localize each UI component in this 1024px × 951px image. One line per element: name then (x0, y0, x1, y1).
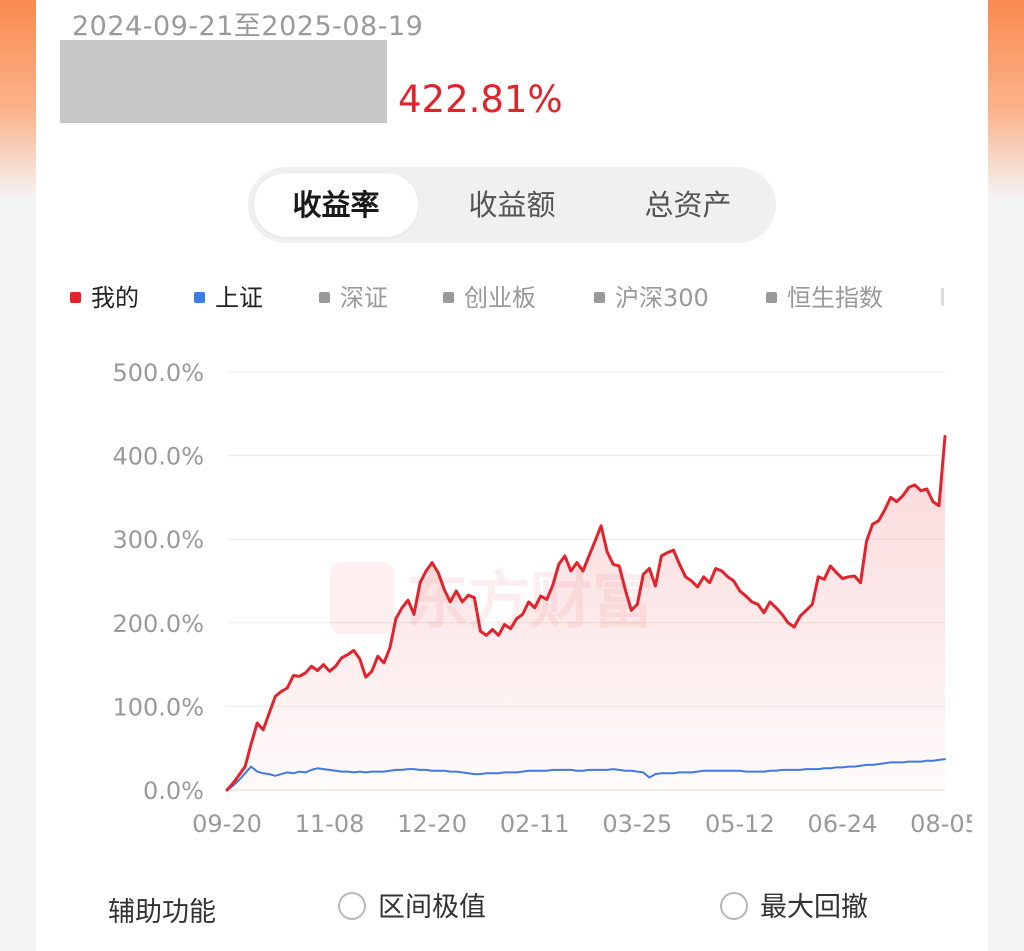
legend-swatch-shanghai (194, 291, 205, 303)
tab-return-rate[interactable]: 收益率 (254, 173, 418, 237)
legend-overflow-hint (941, 288, 944, 306)
legend-item-chinext[interactable]: 创业板 (443, 280, 536, 316)
x-tick-label: 06-24 (808, 810, 878, 838)
max-drawdown-label: 最大回撤 (760, 892, 868, 923)
x-tick-label: 12-20 (397, 810, 467, 838)
legend-swatch-hang-seng (766, 291, 777, 303)
y-tick-label: 500.0% (112, 359, 204, 387)
total-return-value: 422.81% (398, 78, 563, 121)
series-line-0 (225, 435, 947, 792)
metric-tabs: 收益率 收益额 总资产 (248, 167, 776, 243)
max-drawdown-toggle[interactable]: 最大回撤 (720, 890, 868, 926)
background-edge-left (0, 0, 36, 200)
date-range: 2024-09-21至2025-08-19 (72, 11, 424, 42)
x-axis-ticks: 09-20 11-08 12-20 02-11 03-25 05-12 06-24 08-05 (192, 810, 972, 838)
legend-swatch-mine (70, 291, 81, 303)
legend-item-mine[interactable]: 我的 (70, 280, 139, 316)
y-tick-label: 400.0% (112, 443, 204, 471)
legend-swatch-chinext (443, 291, 454, 303)
legend-item-shanghai[interactable]: 上证 (194, 280, 263, 316)
legend-swatch-shenzhen (319, 291, 330, 303)
legend-label-chinext: 创业板 (464, 284, 536, 312)
chart-series (225, 435, 947, 792)
range-extremes-toggle[interactable]: 区间极值 (338, 890, 486, 926)
y-tick-label: 300.0% (112, 526, 204, 554)
legend-label-mine: 我的 (91, 284, 139, 312)
x-tick-label: 05-12 (705, 810, 775, 838)
legend-item-csi300[interactable]: 沪深300 (594, 280, 709, 316)
auxiliary-functions: 辅助功能 区间极值 最大回撤 (72, 880, 1024, 936)
legend-item-hang-seng[interactable]: 恒生指数 (766, 280, 883, 316)
legend-swatch-csi300 (594, 291, 605, 303)
auxiliary-functions-label: 辅助功能 (108, 897, 216, 928)
return-rate-chart: 东方财富 500.0%400.0%300.0%200.0%100.0%0.0% … (112, 359, 972, 838)
legend-label-csi300: 沪深300 (615, 284, 709, 312)
x-tick-label: 02-11 (500, 810, 570, 838)
legend-label-shanghai: 上证 (215, 284, 263, 312)
x-tick-label: 08-05 (910, 810, 972, 838)
legend-label-hang-seng: 恒生指数 (787, 284, 883, 312)
chart-legend: 我的 上证 深证 创业板 沪深300 恒生指数 (70, 280, 950, 316)
series-area-0 (227, 436, 945, 790)
x-tick-label: 03-25 (602, 810, 672, 838)
x-tick-label: 09-20 (192, 810, 262, 838)
tab-return-amount[interactable]: 收益额 (468, 188, 556, 222)
legend-item-shenzhen[interactable]: 深证 (319, 280, 388, 316)
masked-account-name (60, 40, 387, 123)
range-extremes-label: 区间极值 (378, 892, 486, 923)
background-edge-right (988, 0, 1024, 200)
y-axis-ticks: 500.0% 400.0% 300.0% 200.0% 100.0% 0.0% (112, 359, 204, 805)
y-tick-label: 0.0% (143, 777, 204, 805)
tab-total-assets[interactable]: 总资产 (644, 188, 732, 222)
radio-circle-icon (720, 891, 748, 920)
x-tick-label: 11-08 (295, 810, 365, 838)
profit-card: 2024-09-21至2025-08-19 422.81% 收益率 收益额 总资… (36, 0, 988, 951)
legend-label-shenzhen: 深证 (340, 284, 388, 312)
y-tick-label: 100.0% (112, 693, 204, 721)
y-tick-label: 200.0% (112, 610, 204, 638)
radio-circle-icon (338, 891, 366, 920)
